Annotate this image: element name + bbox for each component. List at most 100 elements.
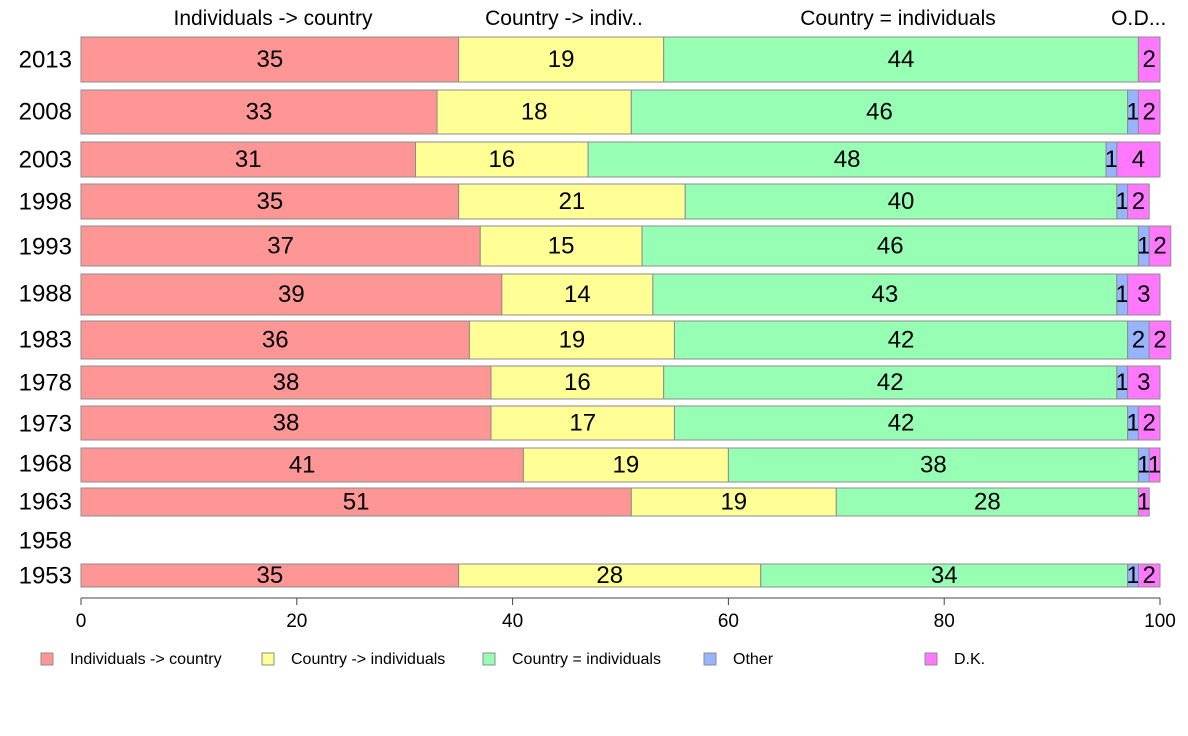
row-label-2003: 2003 bbox=[19, 146, 72, 173]
bar-1993-country-individuals bbox=[479, 225, 643, 267]
bar-label-1998-d-k: 2 bbox=[1132, 188, 1145, 215]
bar-1988-country-individuals bbox=[652, 273, 1118, 316]
x-tick-label-60: 60 bbox=[718, 611, 739, 632]
bar-label-1983-d-k: 2 bbox=[1153, 326, 1166, 353]
bar-2008-country-individuals bbox=[436, 89, 632, 135]
bar-1993-individuals-country bbox=[80, 225, 481, 267]
row-label-1968: 1968 bbox=[19, 450, 72, 477]
bar-label-1978-other: 1 bbox=[1116, 369, 1129, 396]
legend-swatch-d-k bbox=[924, 652, 938, 666]
bar-label-1998-country-individuals: 21 bbox=[559, 188, 586, 215]
bar-2003-country-individuals bbox=[414, 141, 589, 178]
bar-label-1968-country-individuals: 19 bbox=[613, 451, 640, 478]
bar-label-1978-d-k: 3 bbox=[1137, 369, 1150, 396]
bar-1988-country-individuals bbox=[501, 273, 654, 316]
bar-label-2013-individuals-country: 35 bbox=[256, 46, 283, 73]
legend-swatch-individuals-country bbox=[40, 652, 54, 666]
bar-label-1978-country-individuals: 16 bbox=[564, 369, 591, 396]
bar-label-2008-country-individuals: 18 bbox=[521, 98, 548, 125]
row-label-1958: 1958 bbox=[19, 527, 72, 554]
bar-1973-individuals-country bbox=[80, 405, 492, 441]
legend-label-d-k: D.K. bbox=[954, 651, 985, 668]
bar-label-1963-country-individuals: 19 bbox=[720, 488, 747, 515]
bar-1998-individuals-country bbox=[80, 183, 460, 220]
legend-label-individuals-country: Individuals -> country bbox=[70, 651, 222, 668]
bar-label-1953-d-k: 2 bbox=[1143, 562, 1156, 589]
bar-label-1998-individuals-country: 35 bbox=[256, 188, 283, 215]
bar-label-2013-country-individuals: 19 bbox=[548, 46, 575, 73]
x-tick-label-40: 40 bbox=[502, 611, 523, 632]
bar-label-1968-individuals-country: 41 bbox=[289, 451, 316, 478]
bar-label-1993-country-individuals: 15 bbox=[548, 232, 575, 259]
bar-label-1978-individuals-country: 38 bbox=[273, 369, 300, 396]
bar-1963-country-individuals bbox=[835, 487, 1139, 517]
bar-1973-d-k bbox=[1137, 405, 1161, 441]
legend-swatch-other bbox=[703, 652, 717, 666]
bar-label-1953-country-individuals: 34 bbox=[931, 562, 958, 589]
x-tick-label-80: 80 bbox=[934, 611, 955, 632]
bar-2008-country-individuals bbox=[630, 89, 1129, 135]
x-tick-label-100: 100 bbox=[1144, 611, 1176, 632]
legend-label-other: Other bbox=[733, 651, 774, 668]
row-label-1953: 1953 bbox=[19, 562, 72, 589]
bar-label-1988-other: 1 bbox=[1116, 281, 1129, 308]
bar-label-2008-other: 1 bbox=[1126, 98, 1139, 125]
bar-label-1968-country-individuals: 38 bbox=[920, 451, 947, 478]
bar-label-1968-other: 1 bbox=[1137, 451, 1150, 478]
bar-label-2013-country-individuals: 44 bbox=[888, 46, 915, 73]
bar-label-1973-other: 1 bbox=[1126, 409, 1139, 436]
bar-1968-individuals-country bbox=[80, 447, 524, 483]
bar-1963-d-k bbox=[1137, 487, 1150, 517]
bar-1993-d-k bbox=[1148, 225, 1172, 267]
bar-1983-country-individuals bbox=[468, 320, 675, 360]
bar-label-1993-country-individuals: 46 bbox=[877, 232, 904, 259]
bar-1978-country-individuals bbox=[490, 365, 665, 400]
bar-label-1983-country-individuals: 19 bbox=[559, 326, 586, 353]
bar-label-1993-individuals-country: 37 bbox=[267, 232, 294, 259]
bar-1963-country-individuals bbox=[630, 487, 837, 517]
bar-label-1993-other: 1 bbox=[1137, 232, 1150, 259]
bar-1983-individuals-country bbox=[80, 320, 470, 360]
bar-1978-country-individuals bbox=[663, 365, 1118, 400]
bar-label-1963-individuals-country: 51 bbox=[343, 488, 370, 515]
bar-label-1983-other: 2 bbox=[1132, 326, 1145, 353]
column-header-1: Individuals -> country bbox=[173, 7, 373, 30]
bar-label-1973-d-k: 2 bbox=[1143, 409, 1156, 436]
bar-label-2003-country-individuals: 48 bbox=[834, 146, 861, 173]
bar-1983-country-individuals bbox=[673, 320, 1129, 360]
bar-label-1983-individuals-country: 36 bbox=[262, 326, 289, 353]
bar-label-1978-country-individuals: 42 bbox=[877, 369, 904, 396]
bar-2013-country-individuals bbox=[458, 36, 665, 83]
row-label-1983: 1983 bbox=[19, 326, 72, 353]
bar-1968-d-k bbox=[1148, 447, 1161, 483]
bar-1968-country-individuals bbox=[522, 447, 729, 483]
bar-1968-country-individuals bbox=[727, 447, 1139, 483]
bar-label-1983-country-individuals: 42 bbox=[888, 326, 915, 353]
bar-label-1988-country-individuals: 43 bbox=[872, 281, 899, 308]
bar-label-2013-d-k: 2 bbox=[1143, 46, 1156, 73]
row-label-1978: 1978 bbox=[19, 369, 72, 396]
bar-label-2008-country-individuals: 46 bbox=[866, 98, 893, 125]
bar-1998-d-k bbox=[1127, 183, 1150, 220]
bar-label-1953-country-individuals: 28 bbox=[596, 562, 623, 589]
row-label-2008: 2008 bbox=[19, 98, 72, 125]
bar-label-1973-country-individuals: 42 bbox=[888, 409, 915, 436]
bar-label-1988-d-k: 3 bbox=[1137, 281, 1150, 308]
bar-label-1963-d-k: 1 bbox=[1137, 488, 1150, 515]
bar-1953-d-k bbox=[1137, 563, 1161, 588]
bar-1973-country-individuals bbox=[490, 405, 675, 441]
bar-1988-individuals-country bbox=[80, 273, 503, 316]
bar-2003-d-k bbox=[1116, 141, 1161, 178]
bar-label-1988-country-individuals: 14 bbox=[564, 281, 591, 308]
column-header-3: Country = individuals bbox=[800, 7, 996, 30]
bar-label-1993-d-k: 2 bbox=[1153, 232, 1166, 259]
bar-label-1998-other: 1 bbox=[1116, 188, 1129, 215]
bar-label-1963-country-individuals: 28 bbox=[974, 488, 1001, 515]
bar-2013-d-k bbox=[1137, 36, 1161, 83]
row-label-1963: 1963 bbox=[19, 488, 72, 515]
bar-label-1973-country-individuals: 17 bbox=[569, 409, 596, 436]
x-tick-label-20: 20 bbox=[286, 611, 307, 632]
x-tick-label-0: 0 bbox=[76, 611, 87, 632]
bar-label-2003-country-individuals: 16 bbox=[488, 146, 515, 173]
